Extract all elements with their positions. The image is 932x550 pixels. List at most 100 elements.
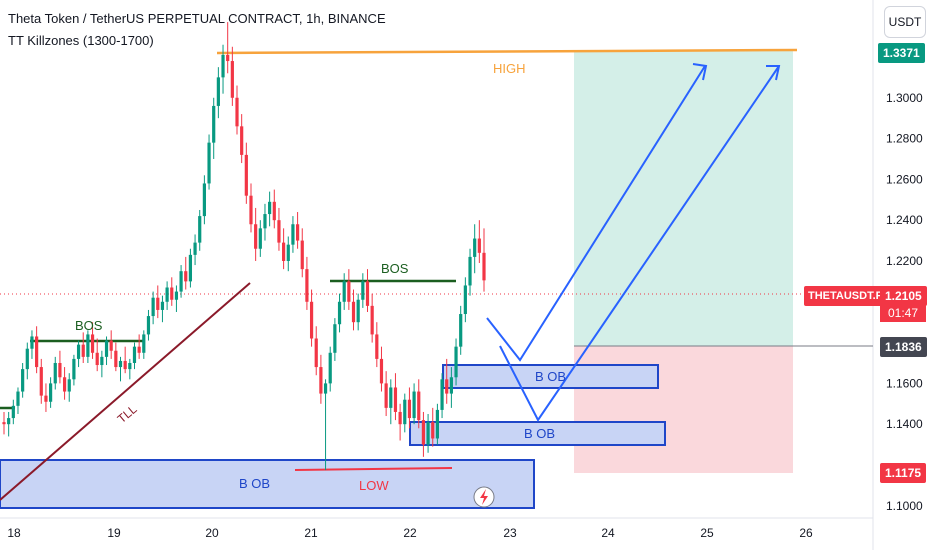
candle-body <box>473 238 477 257</box>
candle-body <box>240 126 244 155</box>
time-tick-label: 25 <box>700 526 714 540</box>
candle-body <box>365 281 370 306</box>
candle-body <box>230 61 234 98</box>
candle-body <box>128 362 132 370</box>
order-block-lower-label: B OB <box>239 476 270 491</box>
price-tick-label: 1.2400 <box>886 213 923 227</box>
time-tick-label: 20 <box>205 526 219 540</box>
time-tick-label: 21 <box>304 526 318 540</box>
candle-body <box>212 105 216 143</box>
candle-body <box>53 362 57 384</box>
candle-body <box>351 301 356 323</box>
low-label: LOW <box>359 478 389 493</box>
candle-body <box>412 391 416 419</box>
candle-body <box>179 271 183 292</box>
candlestick-series <box>2 22 486 471</box>
time-tick-label: 22 <box>403 526 417 540</box>
high-price-tag: 1.3371 <box>878 43 925 63</box>
stop-price-tag: 1.1175 <box>880 463 927 483</box>
time-tick-label: 23 <box>503 526 517 540</box>
candle-body <box>356 299 360 323</box>
candle-body <box>62 377 67 392</box>
candle-body <box>123 360 127 370</box>
projection-path-two[interactable] <box>499 65 780 422</box>
candle-body <box>132 346 137 363</box>
candle-body <box>81 344 85 357</box>
bos-label-right: BOS <box>381 261 409 276</box>
candle-body <box>445 379 449 394</box>
candle-body <box>389 387 393 408</box>
price-tick-label: 1.1000 <box>886 499 923 513</box>
candle-body <box>11 405 15 419</box>
candle-body <box>165 287 169 302</box>
time-axis[interactable]: 18 19 20 21 22 23 24 25 26 <box>7 526 813 540</box>
candle-body <box>440 379 444 410</box>
price-tick-label: 1.1600 <box>886 376 923 390</box>
candle-body <box>393 387 398 412</box>
symbol-tag: THETAUSDT.P <box>804 286 887 306</box>
time-tick-label: 24 <box>601 526 615 540</box>
candle-body <box>146 316 151 335</box>
candle-body <box>221 54 225 78</box>
candle-body <box>375 334 379 359</box>
candle-body <box>67 379 71 392</box>
candle-body <box>137 346 141 353</box>
candle-body <box>263 214 267 229</box>
high-line[interactable] <box>216 48 798 55</box>
candle-body <box>477 238 481 253</box>
candle-body <box>160 301 165 310</box>
candle-body <box>104 340 109 357</box>
candle-body <box>384 383 388 408</box>
time-tick-label: 19 <box>107 526 121 540</box>
candle-body <box>370 305 374 335</box>
candle-body <box>202 183 206 217</box>
candle-body <box>109 340 113 351</box>
candle-body <box>426 422 430 445</box>
candle-body <box>328 352 332 384</box>
candle-body <box>25 348 29 370</box>
candle-body <box>314 338 318 368</box>
candle-body <box>188 254 193 282</box>
candle-body <box>39 367 43 396</box>
trendline[interactable] <box>0 282 251 501</box>
currency-button[interactable]: USDT <box>884 6 926 38</box>
candle-body <box>342 281 346 302</box>
candle-body <box>431 422 435 439</box>
candle-body <box>58 362 62 378</box>
candle-body <box>207 142 211 184</box>
order-block-upper-label: B OB <box>535 369 566 384</box>
high-label: HIGH <box>493 61 526 76</box>
lightning-icon[interactable] <box>473 486 495 508</box>
low-line[interactable] <box>294 467 453 471</box>
candle-body <box>16 391 20 406</box>
candle-body <box>407 399 412 419</box>
projection-path-one[interactable] <box>486 65 706 362</box>
price-tick-label: 1.2600 <box>886 172 923 186</box>
candle-body <box>347 281 351 302</box>
price-tick-label: 1.3000 <box>886 91 923 105</box>
candle-body <box>305 269 309 302</box>
candle-body <box>44 395 48 402</box>
candle-body <box>100 356 104 366</box>
candle-body <box>174 291 179 300</box>
candle-body <box>268 201 272 215</box>
candle-body <box>337 301 342 325</box>
candle-body <box>193 242 197 255</box>
candle-body <box>114 350 118 368</box>
candle-body <box>118 360 123 368</box>
order-block-middle[interactable] <box>409 421 666 446</box>
order-block-upper[interactable] <box>442 364 659 389</box>
price-axis[interactable]: 1.32001.30001.28001.26001.24001.22001.16… <box>886 50 923 513</box>
candle-body <box>216 77 220 106</box>
order-block-middle-label: B OB <box>524 426 555 441</box>
candle-body <box>258 228 262 249</box>
candle-body <box>226 54 230 62</box>
candle-body <box>435 409 439 439</box>
indicator-name[interactable]: TT Killzones (1300-1700) <box>8 33 154 48</box>
candle-body <box>254 224 258 249</box>
candle-body <box>403 399 407 425</box>
time-tick-label: 18 <box>7 526 21 540</box>
candle-body <box>468 256 472 286</box>
candle-body <box>398 411 402 425</box>
